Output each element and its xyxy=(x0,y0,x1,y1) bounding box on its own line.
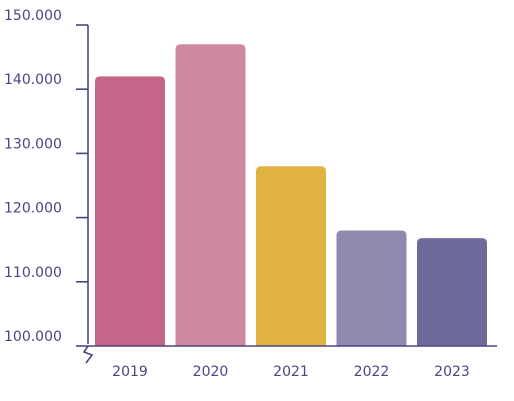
axes-group xyxy=(82,25,497,364)
y-ticks-group: 100.000 110.000 120.000 130.000 140.000 150.0… xyxy=(4,8,88,347)
x-tick-label-2019: 2019 xyxy=(112,364,148,380)
y-tick-label: 110.000 xyxy=(4,265,62,281)
bar-2019 xyxy=(95,76,165,347)
x-labels-group: 2019 2020 2021 2022 2023 xyxy=(112,364,470,380)
bars-group xyxy=(95,44,487,347)
y-tick-label: 140.000 xyxy=(4,72,62,88)
y-tick-label: 120.000 xyxy=(4,201,62,217)
bar-2021 xyxy=(256,166,326,346)
x-tick-label-2022: 2022 xyxy=(354,364,390,380)
x-tick-label-2020: 2020 xyxy=(193,364,229,380)
x-tick-label-2023: 2023 xyxy=(434,364,470,380)
bar-2020 xyxy=(175,44,246,346)
y-tick-label: 150.000 xyxy=(4,8,62,24)
bar-2022 xyxy=(336,230,407,346)
y-tick-label: 100.000 xyxy=(4,329,62,345)
bar-2023 xyxy=(417,238,487,346)
axis-break-mark xyxy=(82,345,94,364)
x-tick-label-2021: 2021 xyxy=(273,364,309,380)
y-tick-label: 130.000 xyxy=(4,136,62,152)
